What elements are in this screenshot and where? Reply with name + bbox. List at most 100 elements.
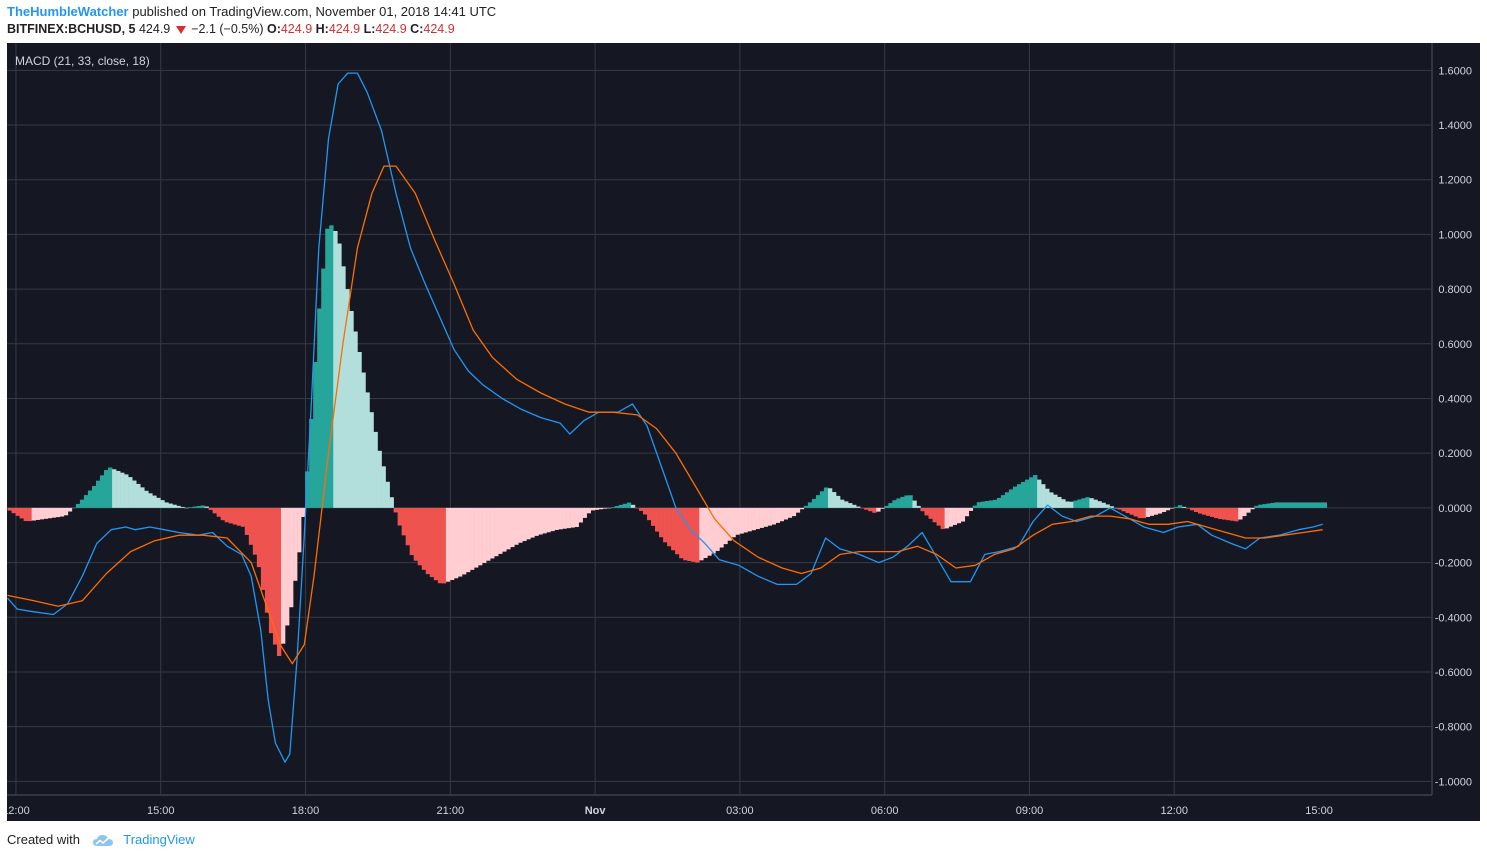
histogram-bar	[960, 507, 966, 522]
histogram-bar	[441, 507, 447, 584]
histogram-bar	[510, 507, 515, 548]
histogram-bar	[932, 507, 937, 523]
histogram-bar	[888, 503, 893, 508]
histogram-bar	[204, 506, 209, 508]
x-tick-label: 06:00	[871, 805, 899, 817]
histogram-bar	[626, 502, 632, 508]
histogram-bar	[743, 507, 748, 533]
histogram-bar	[409, 507, 415, 556]
histogram-bar	[667, 507, 672, 547]
histogram-bar	[852, 504, 857, 508]
histogram-bar	[381, 466, 386, 508]
histogram-bar	[1041, 484, 1046, 508]
histogram-bar	[526, 507, 531, 540]
histogram-bar	[498, 507, 503, 554]
time-axis-background	[7, 795, 1432, 821]
histogram-bar	[1025, 479, 1030, 508]
histogram-bar	[896, 498, 901, 508]
histogram-bar	[128, 477, 133, 508]
histogram-bar	[1234, 507, 1239, 522]
histogram-bar	[329, 225, 334, 508]
histogram-bar	[1089, 498, 1094, 508]
histogram-bar	[1153, 507, 1159, 515]
histogram-bar	[928, 507, 933, 519]
histogram-bar	[272, 507, 278, 645]
histogram-bar	[892, 500, 897, 508]
histogram-bar	[655, 507, 660, 532]
histogram-bar	[325, 228, 330, 508]
histogram-bar	[1021, 481, 1026, 508]
histogram-bar	[1290, 502, 1295, 508]
histogram-bar	[904, 495, 909, 508]
y-tick-label: -0.2000	[1435, 558, 1472, 570]
y-tick-label: -0.4000	[1435, 612, 1472, 624]
histogram-bar	[445, 507, 451, 582]
histogram-bar	[71, 507, 77, 509]
histogram-bar	[55, 507, 61, 518]
histogram-bar	[1117, 507, 1122, 510]
histogram-bar	[75, 503, 81, 508]
histogram-bar	[872, 507, 877, 513]
histogram-bar	[453, 507, 459, 579]
histogram-bar	[365, 392, 370, 508]
macd-chart[interactable]: 1.6000 1.4000 1.2000 1.0000 0.8000 0.6000 0.40…	[2, 43, 1480, 821]
histogram-bar	[67, 507, 73, 512]
histogram-bar	[1165, 507, 1171, 511]
histogram-bar	[984, 501, 990, 508]
histogram-bar	[675, 507, 680, 555]
histogram-bar	[1161, 507, 1167, 512]
author-link[interactable]: TheHumbleWatcher	[7, 4, 129, 19]
histogram-bar	[83, 495, 89, 508]
histogram-bar	[1242, 507, 1247, 517]
histogram-bar	[1189, 507, 1195, 511]
histogram-bar	[1145, 507, 1151, 517]
histogram-bar	[425, 507, 431, 575]
histogram-bar	[1185, 507, 1191, 509]
y-tick-label: 1.0000	[1438, 229, 1472, 241]
histogram-bar	[260, 507, 266, 590]
histogram-bar	[470, 507, 475, 570]
histogram-bar	[293, 507, 298, 581]
y-tick-label: 0.8000	[1438, 284, 1472, 296]
histogram-bar	[659, 507, 664, 538]
histogram-bar	[486, 507, 491, 561]
histogram-bar	[1181, 506, 1187, 508]
histogram-bar	[112, 469, 117, 508]
histogram-bar	[972, 505, 978, 508]
histogram-bar	[108, 467, 113, 508]
histogram-bar	[574, 507, 579, 528]
tradingview-cloud-icon[interactable]	[92, 834, 114, 848]
tradingview-brand-link[interactable]: TradingView	[123, 832, 195, 847]
histogram-bar	[755, 507, 760, 530]
histogram-bar	[936, 507, 941, 526]
histogram-bar	[900, 496, 905, 508]
histogram-bar	[152, 495, 157, 508]
histogram-bar	[566, 507, 571, 529]
histogram-bar	[1238, 507, 1243, 520]
histogram-bar	[87, 490, 93, 508]
histogram-bar	[180, 506, 185, 508]
histogram-bar	[345, 289, 350, 508]
histogram-bar	[220, 507, 225, 521]
histogram-bar	[731, 507, 736, 538]
histogram-bar	[538, 507, 543, 535]
histogram-bar	[715, 507, 720, 551]
histogram-bar	[864, 507, 869, 510]
histogram-bar	[916, 505, 921, 508]
histogram-bar	[23, 507, 28, 522]
histogram-bar	[502, 507, 507, 552]
histogram-bar	[924, 507, 929, 516]
histogram-bar	[1065, 501, 1070, 508]
histogram-bar	[140, 487, 145, 508]
histogram-bar	[1169, 507, 1175, 509]
histogram-bar	[646, 507, 652, 521]
symbol-label[interactable]: BITFINEX:BCHUSD, 5	[7, 22, 136, 36]
x-tick-label: 15:00	[147, 805, 175, 817]
chart-svg[interactable]: 1.6000 1.4000 1.2000 1.0000 0.8000 0.6000 0.40…	[2, 43, 1480, 821]
histogram-bar	[815, 495, 821, 508]
histogram-bar	[1177, 505, 1183, 508]
histogram-bar	[775, 507, 781, 523]
histogram-bar	[1310, 502, 1315, 508]
histogram-bar	[256, 507, 262, 568]
histogram-bar	[1318, 502, 1323, 508]
